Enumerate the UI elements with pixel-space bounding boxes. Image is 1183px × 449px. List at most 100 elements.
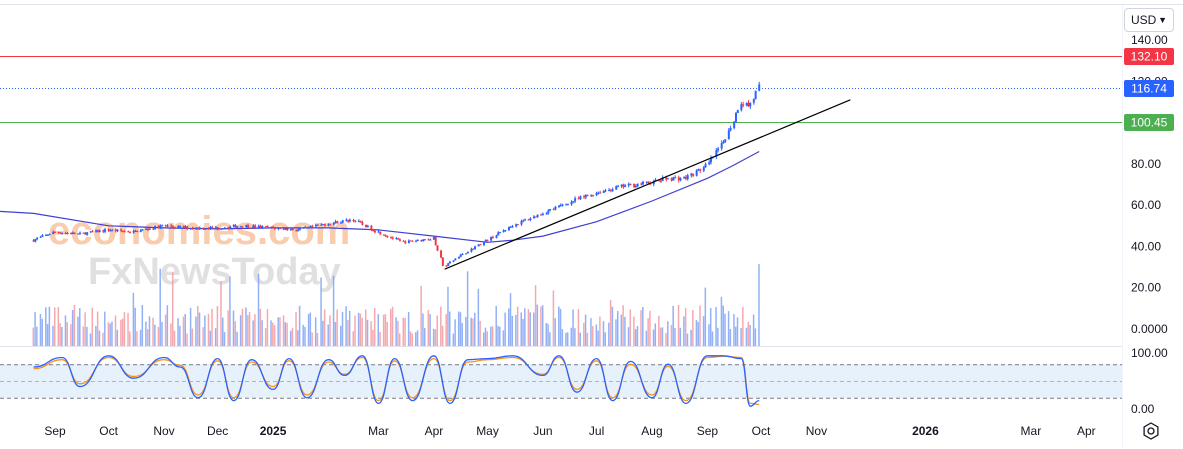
volume-bar (549, 332, 551, 346)
time-axis[interactable]: Sep Oct Nov Dec 2025 Mar Apr May Jun Jul Aug Sep Oct… (44, 424, 1095, 438)
candle-body (579, 196, 582, 200)
candle-body (583, 196, 586, 198)
candle-body (273, 227, 276, 229)
price-axis-label: 80.00 (1131, 157, 1161, 171)
gear-icon[interactable] (1141, 421, 1161, 441)
candle-body (45, 234, 48, 236)
candle-body (729, 128, 732, 131)
volume-bar (161, 321, 163, 346)
volume-bar (277, 317, 279, 346)
volume-bar (195, 316, 197, 346)
volume-bar (522, 318, 524, 346)
stochastic-d-line (33, 355, 760, 406)
candle-body (386, 235, 389, 238)
candle-body (390, 237, 393, 239)
time-axis-label: Dec (207, 424, 228, 438)
price-tag-label: 116.74 (1131, 82, 1167, 96)
candle-body (207, 228, 210, 230)
volume-bar (449, 311, 451, 346)
volume-bar (152, 317, 154, 346)
price-tag (1124, 48, 1174, 65)
volume-bar (220, 281, 222, 346)
candle-body (73, 232, 76, 234)
volume-bar (372, 329, 374, 346)
candle-body (286, 228, 289, 231)
volume-bar (597, 330, 599, 346)
stochastic-axis[interactable]: 100.00 0.00 (1131, 346, 1168, 416)
volume-bar (157, 326, 160, 346)
candle-body (708, 162, 711, 165)
candle-body (586, 195, 589, 197)
candle-body (304, 227, 307, 229)
candle-body (170, 225, 173, 227)
candle-body (39, 236, 42, 238)
volume-bar (686, 333, 689, 346)
candle-body (477, 244, 480, 247)
candle-body (404, 241, 407, 244)
candle-body (95, 230, 98, 232)
volume-bar (166, 305, 169, 346)
candle-body (77, 233, 80, 235)
candle-body (79, 232, 82, 234)
candle-body (348, 219, 351, 222)
candle-body (434, 236, 437, 246)
candle-body (504, 230, 507, 232)
candle-body (179, 226, 182, 228)
time-axis-label: Aug (641, 424, 662, 438)
volume-bar (436, 315, 438, 346)
volume-bar (382, 314, 385, 346)
volume-bar (566, 332, 569, 346)
volume-bar (733, 314, 735, 346)
volume-bar (411, 333, 413, 346)
candle-body (511, 226, 514, 228)
candle-body (364, 224, 367, 228)
volume-bar (354, 315, 356, 346)
volume-bar (604, 332, 607, 346)
candle-body (289, 228, 292, 231)
candle-body (422, 239, 425, 242)
volume-bar (57, 307, 60, 346)
candle-body (670, 178, 673, 181)
candle-body (645, 181, 648, 183)
volume-bar (307, 313, 310, 346)
candle-body (409, 240, 412, 242)
trendline[interactable] (444, 99, 851, 270)
volume-bar (472, 318, 474, 346)
candle-body (59, 232, 62, 234)
currency-dropdown[interactable]: USD ▼ (1124, 8, 1174, 32)
volume-bar (259, 308, 262, 346)
volume-bar (674, 327, 676, 346)
candle-body (447, 263, 450, 266)
volume-bar (198, 312, 201, 346)
volume-bar (661, 327, 664, 346)
candle-body (515, 224, 518, 227)
volume-bar (452, 333, 455, 346)
candle-body (395, 238, 398, 240)
candle-body (127, 231, 130, 233)
volume-bar (359, 313, 362, 346)
time-axis-label: Oct (752, 424, 771, 438)
volume-bar (202, 327, 204, 346)
volume-bar (154, 324, 156, 346)
volume-bar (34, 311, 36, 346)
volume-bar (390, 309, 392, 346)
candle-body (379, 231, 382, 235)
candle-body (382, 234, 385, 236)
candle-body (683, 177, 686, 179)
watermark-economies: economies.com (48, 209, 350, 253)
volume-bar (422, 313, 424, 346)
candle-body (709, 157, 712, 163)
volume-bar (634, 329, 637, 346)
volume-bar (196, 306, 199, 346)
volume-bar (527, 309, 530, 346)
volume-bar (754, 328, 757, 346)
volume-bar (511, 315, 514, 346)
volume-bar (722, 305, 724, 346)
volume-bar (386, 322, 388, 346)
volume-bars (32, 264, 760, 346)
stochastic-axis-label: 100.00 (1131, 346, 1168, 360)
volume-bar (311, 332, 313, 346)
support-trendline (444, 99, 851, 270)
volume-bar (364, 309, 367, 346)
volume-bar (395, 317, 397, 346)
